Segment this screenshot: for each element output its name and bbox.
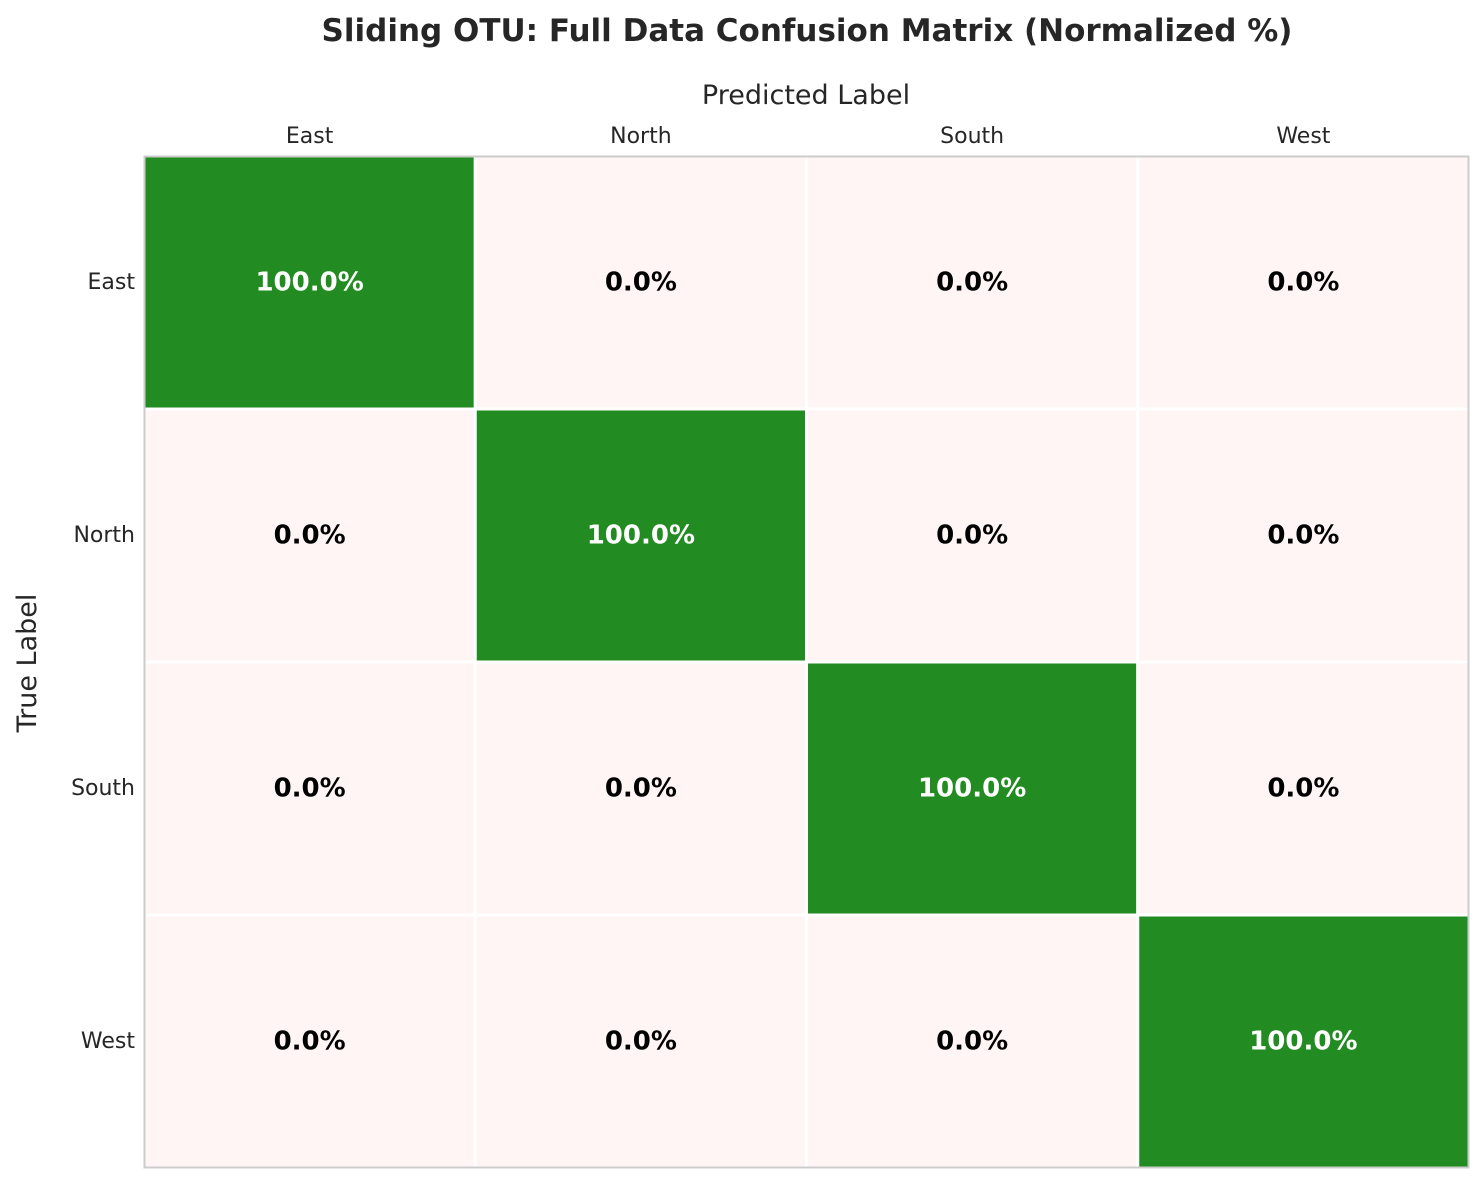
heatmap-cell-north-east (142, 407, 477, 664)
x-axis-label: Predicted Label (702, 80, 910, 111)
heatmap-cell-north-west (1136, 407, 1471, 664)
heatmap-cell-east-north (473, 154, 808, 411)
cell-value-label: 100.0% (1249, 1027, 1357, 1057)
heatmap-cell-north-north (473, 407, 808, 664)
cell-value-label: 0.0% (274, 521, 346, 551)
heatmap-cell-west-west (1136, 913, 1471, 1170)
x-tick-labels: East North South West (286, 124, 1331, 149)
heatmap-cell-south-west (1136, 660, 1471, 917)
cell-value-label: 0.0% (605, 774, 677, 804)
cell-value-label: 0.0% (605, 1027, 677, 1057)
y-tick-labels: East North South West (71, 270, 135, 1054)
cell-value-label: 0.0% (936, 521, 1008, 551)
cell-value-label: 0.0% (605, 268, 677, 298)
cell-value-label: 0.0% (1267, 268, 1339, 298)
chart-title: Sliding OTU: Full Data Confusion Matrix … (322, 13, 1293, 49)
cell-value-label: 0.0% (1267, 774, 1339, 804)
x-tick-label: East (286, 124, 334, 149)
cell-value-label: 0.0% (936, 1027, 1008, 1057)
heatmap-cell-west-north (473, 913, 808, 1170)
heatmap-cell-west-south (805, 913, 1140, 1170)
heatmap-cells: 100.0% 0.0% 0.0% 0.0% 0.0% 100.0% 0.0% 0.0% 0.0%… (142, 154, 1471, 1170)
cell-value-label: 100.0% (918, 774, 1026, 804)
y-tick-label: East (88, 270, 136, 295)
heatmap-cell-east-east (142, 154, 477, 411)
heatmap-cell-south-north (473, 660, 808, 917)
y-tick-label: South (71, 776, 135, 801)
x-tick-label: North (610, 124, 672, 149)
cell-value-label: 0.0% (274, 1027, 346, 1057)
cell-value-label: 100.0% (255, 268, 363, 298)
heatmap-cell-east-west (1136, 154, 1471, 411)
cell-value-label: 100.0% (587, 521, 695, 551)
heatmap-cell-west-east (142, 913, 477, 1170)
cell-value-label: 0.0% (1267, 521, 1339, 551)
y-axis-label: True Label (12, 594, 43, 734)
cell-value-label: 0.0% (274, 774, 346, 804)
plot-frame (143, 155, 1470, 1169)
cell-value-label: 0.0% (936, 268, 1008, 298)
y-tick-label: West (81, 1029, 135, 1054)
x-tick-label: West (1276, 124, 1330, 149)
y-tick-label: North (73, 523, 135, 548)
x-tick-label: South (940, 124, 1004, 149)
